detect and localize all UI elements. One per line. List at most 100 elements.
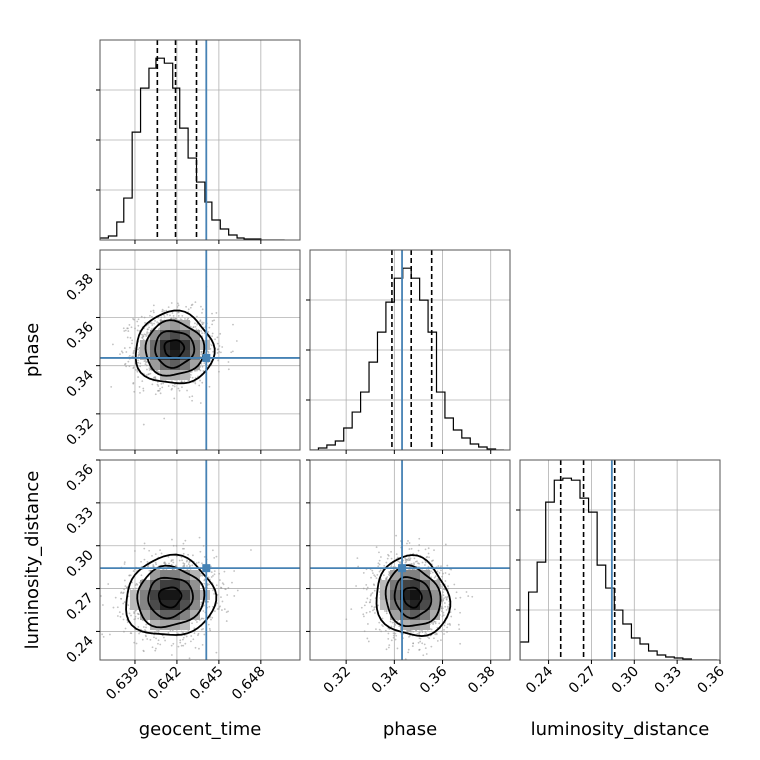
hist-bar — [453, 430, 461, 450]
sample-point — [200, 353, 203, 356]
sample-point — [199, 550, 202, 553]
density-cell — [170, 330, 180, 340]
sample-point — [134, 550, 136, 552]
sample-point — [203, 579, 206, 582]
sample-point — [163, 314, 165, 316]
sample-point — [387, 632, 390, 635]
sample-point — [412, 642, 415, 645]
sample-point — [434, 633, 437, 636]
sample-point — [141, 380, 144, 383]
sample-point — [156, 383, 159, 386]
sample-point — [394, 632, 397, 635]
sample-point — [116, 606, 119, 609]
contour-line — [144, 319, 206, 377]
sample-point — [416, 560, 418, 563]
density-cell — [400, 580, 410, 590]
sample-point — [375, 628, 377, 631]
sample-point — [405, 560, 408, 563]
density-cell — [390, 600, 400, 610]
hist-bar — [537, 562, 546, 660]
sample-point — [380, 630, 383, 633]
sample-point — [197, 561, 200, 564]
density-cell — [180, 370, 190, 380]
sample-point — [146, 368, 148, 371]
contour-line — [375, 554, 452, 637]
hist-bar — [124, 198, 132, 240]
sample-point — [128, 365, 131, 368]
density-cell — [420, 600, 430, 610]
sample-point — [146, 332, 148, 335]
sample-point — [170, 654, 173, 656]
sample-point — [137, 617, 140, 620]
ylabel-phase: phase — [22, 323, 43, 377]
hist-bar — [649, 651, 658, 660]
sample-point — [395, 553, 398, 555]
sample-point — [362, 613, 365, 616]
sample-point — [430, 628, 433, 631]
sample-point — [148, 569, 151, 572]
hist-bar — [369, 362, 377, 450]
sample-point — [143, 316, 146, 319]
sample-point — [144, 634, 147, 637]
sample-point — [187, 553, 190, 556]
contours — [125, 553, 218, 636]
sample-point — [385, 610, 388, 612]
sample-point — [188, 396, 191, 398]
sample-point — [150, 322, 153, 325]
sample-point — [147, 565, 149, 568]
sample-point — [467, 595, 470, 597]
sample-point — [179, 318, 182, 321]
density-cell — [160, 570, 170, 580]
sample-point — [422, 654, 425, 657]
contour-line — [147, 576, 194, 620]
sample-point — [250, 549, 252, 551]
sample-point — [192, 638, 195, 641]
sample-point — [390, 639, 393, 642]
xlabel-luminosity-distance: luminosity_distance — [531, 719, 710, 740]
sample-point — [134, 347, 136, 350]
density-cell — [410, 590, 420, 600]
sample-point — [194, 301, 197, 304]
density-cell — [400, 620, 410, 630]
sample-point — [370, 576, 372, 579]
sample-point — [435, 632, 438, 635]
sample-point — [145, 364, 148, 367]
sample-point — [227, 368, 230, 371]
sample-point — [427, 547, 430, 550]
sample-point — [143, 542, 146, 545]
sample-point — [124, 627, 127, 630]
density-cell — [140, 600, 150, 610]
sample-point — [143, 333, 146, 336]
sample-point — [132, 352, 135, 355]
sample-point — [375, 577, 378, 579]
sample-point — [362, 587, 365, 590]
sample-point — [201, 308, 204, 311]
sample-point — [145, 623, 148, 626]
sample-point — [189, 374, 192, 376]
sample-point — [144, 333, 147, 336]
sample-point — [126, 336, 129, 339]
sample-point — [152, 304, 155, 307]
sample-point — [418, 537, 421, 540]
x-tick-label: 0.32 — [321, 664, 354, 697]
sample-point — [471, 595, 474, 598]
sample-point — [407, 648, 410, 651]
sample-point — [159, 392, 162, 395]
sample-point — [424, 564, 426, 566]
sample-point — [101, 633, 104, 636]
sample-point — [418, 632, 420, 634]
sample-point — [112, 606, 115, 609]
sample-point — [97, 590, 99, 592]
sample-point — [140, 560, 142, 563]
scatter-panel-geocent_time-phase: 0.32 0.34 0.36 0.38 — [63, 249, 301, 454]
sample-point — [170, 563, 173, 566]
sample-point — [376, 573, 379, 576]
sample-point — [413, 562, 415, 565]
sample-point — [211, 320, 214, 322]
sample-point — [119, 353, 121, 355]
sample-point — [390, 565, 393, 568]
sample-point — [129, 574, 132, 577]
density-cell — [190, 350, 200, 360]
hist-bar — [606, 588, 615, 660]
sample-point — [175, 555, 178, 558]
